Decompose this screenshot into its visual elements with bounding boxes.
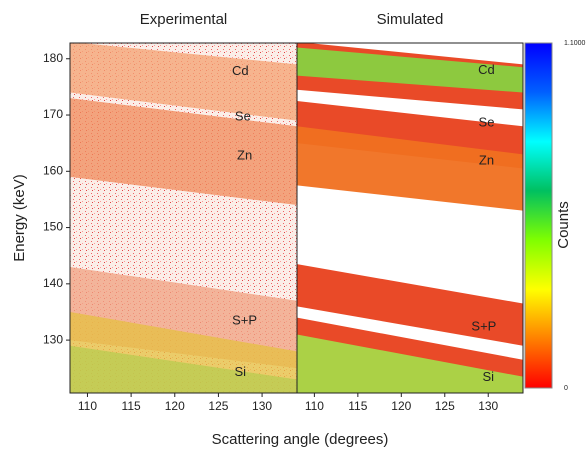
band bbox=[297, 334, 523, 393]
x-tick-label: 115 bbox=[122, 399, 141, 413]
x-tick-label: 115 bbox=[348, 399, 367, 413]
panel-title: Simulated bbox=[377, 11, 444, 28]
x-tick-label: 120 bbox=[391, 399, 411, 413]
y-axis-label: Energy (keV) bbox=[11, 174, 28, 262]
y-tick-label: 180 bbox=[43, 51, 63, 65]
annotation: S+P bbox=[232, 312, 257, 327]
band bbox=[297, 47, 523, 93]
y-tick-label: 170 bbox=[43, 107, 63, 121]
annotation: Zn bbox=[237, 148, 252, 163]
band bbox=[70, 43, 297, 121]
x-tick-label: 130 bbox=[478, 399, 498, 413]
y-tick-label: 150 bbox=[43, 220, 63, 234]
band bbox=[70, 98, 297, 206]
x-axis-label: Scattering angle (degrees) bbox=[212, 431, 389, 448]
band bbox=[70, 345, 297, 393]
annotation: Si bbox=[234, 364, 246, 379]
annotation: Cd bbox=[478, 62, 495, 77]
colorbar-tick-label: 1.1000 bbox=[564, 40, 586, 47]
colorbar bbox=[524, 42, 553, 389]
annotation: Si bbox=[482, 369, 494, 384]
x-tick-label: 110 bbox=[78, 399, 97, 413]
x-tick-label: 125 bbox=[208, 399, 228, 413]
band bbox=[297, 126, 523, 211]
annotation: S+P bbox=[471, 319, 496, 334]
y-tick-label: 130 bbox=[43, 332, 63, 346]
bands bbox=[297, 43, 523, 393]
bands bbox=[70, 43, 297, 393]
band bbox=[297, 264, 523, 346]
x-tick-label: 110 bbox=[305, 399, 324, 413]
colorbar-tick-label: 0 bbox=[564, 385, 568, 392]
annotation: Zn bbox=[479, 153, 494, 168]
colorbar-label: Counts bbox=[555, 201, 572, 249]
annotation: Cd bbox=[232, 63, 249, 78]
y-tick-label: 160 bbox=[43, 163, 63, 177]
x-tick-label: 120 bbox=[165, 399, 185, 413]
annotation: Se bbox=[479, 114, 495, 129]
panel-frame bbox=[296, 42, 524, 394]
x-tick-label: 125 bbox=[435, 399, 455, 413]
panel-title: Experimental bbox=[140, 11, 228, 28]
y-tick-label: 140 bbox=[43, 276, 63, 290]
x-tick-label: 130 bbox=[252, 399, 272, 413]
annotation: Se bbox=[235, 109, 251, 124]
